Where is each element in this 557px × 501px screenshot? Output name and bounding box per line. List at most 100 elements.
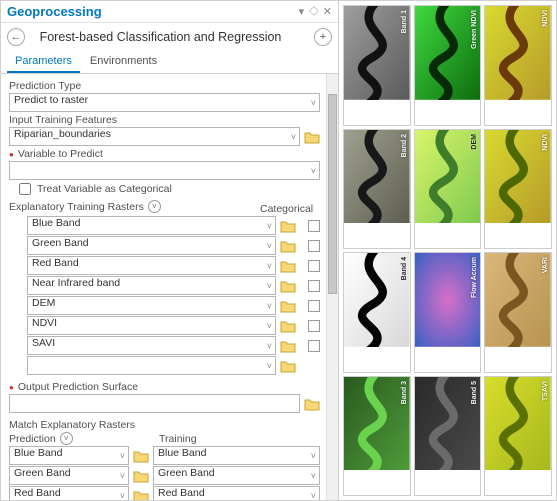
dropdown-icon[interactable]: ▾	[299, 5, 305, 18]
raster-row: Red Band˅	[27, 256, 320, 275]
match-training-select[interactable]: Green Band˅	[153, 466, 320, 485]
browse-folder-icon[interactable]	[280, 319, 296, 333]
match-row: Green Band˅ Green Band˅	[9, 466, 320, 485]
tab-environments[interactable]: Environments	[82, 51, 165, 73]
label-expl-rasters: Explanatory Training Rasters	[9, 201, 144, 213]
categorical-checkbox[interactable]	[308, 260, 320, 272]
categorical-checkbox[interactable]	[308, 280, 320, 292]
collapse-icon[interactable]: ˅	[60, 432, 73, 445]
thumbnail-label: Band 1	[401, 10, 408, 33]
raster-row: DEM˅	[27, 296, 320, 315]
browse-folder-icon[interactable]	[280, 259, 296, 273]
form-body: Prediction Type Predict to raster ˅ Inpu…	[1, 74, 326, 500]
thumbnail[interactable]: DEM	[414, 129, 482, 250]
browse-folder-icon[interactable]	[133, 469, 149, 483]
match-headers: Prediction ˅ Training	[9, 432, 320, 445]
treat-categorical-label: Treat Variable as Categorical	[37, 183, 172, 195]
raster-select[interactable]: SAVI˅	[27, 336, 276, 355]
raster-row: NDVI˅	[27, 316, 320, 335]
checkbox-treat-categorical[interactable]: Treat Variable as Categorical	[9, 180, 320, 198]
thumbnail-label: NDVI	[542, 10, 549, 27]
thumbnail-label: Band 3	[401, 381, 408, 404]
match-training-select[interactable]: Red Band˅	[153, 486, 320, 500]
raster-row-empty: ˅	[27, 356, 320, 375]
categorical-checkbox[interactable]	[308, 240, 320, 252]
thumbnail-label: NDVI	[542, 134, 549, 151]
thumbnail-label: Green NDVI	[471, 10, 478, 49]
browse-folder-icon[interactable]	[133, 449, 149, 463]
label-prediction-type: Prediction Type	[9, 78, 320, 93]
explanatory-raster-list: Blue Band˅Green Band˅Red Band˅Near Infra…	[9, 216, 320, 375]
panel-header: Geoprocessing ▾ □ ✕	[1, 1, 338, 23]
raster-select[interactable]: Green Band˅	[27, 236, 276, 255]
raster-select[interactable]: NDVI˅	[27, 316, 276, 335]
tool-title: Forest-based Classification and Regressi…	[35, 30, 314, 44]
field-variable-predict[interactable]: ˅	[9, 161, 320, 180]
categorical-checkbox[interactable]	[308, 320, 320, 332]
label-match-rasters: Match Explanatory Rasters	[9, 417, 320, 432]
thumbnail[interactable]: Green NDVI	[414, 5, 482, 126]
treat-categorical-checkbox[interactable]	[19, 183, 31, 195]
match-training-select[interactable]: Blue Band˅	[153, 446, 320, 465]
tool-header: ← Forest-based Classification and Regres…	[1, 23, 338, 51]
thumbnail-label: VARI	[542, 257, 549, 273]
browse-folder-icon[interactable]	[280, 279, 296, 293]
panel-header-icons: ▾ □ ✕	[299, 5, 332, 18]
match-prediction-select[interactable]: Blue Band˅	[9, 446, 129, 465]
raster-row: Green Band˅	[27, 236, 320, 255]
tabs: Parameters Environments	[1, 51, 338, 74]
label-input-training: Input Training Features	[9, 112, 320, 127]
raster-select[interactable]: DEM˅	[27, 296, 276, 315]
scrollbar-thumb[interactable]	[328, 94, 337, 294]
close-icon[interactable]: ✕	[323, 5, 332, 18]
thumbnail[interactable]: Flow Accum	[414, 252, 482, 373]
browse-folder-icon[interactable]	[304, 130, 320, 144]
pin-icon[interactable]: □	[307, 5, 321, 19]
raster-select[interactable]: Red Band˅	[27, 256, 276, 275]
field-output-surface[interactable]	[9, 394, 320, 413]
thumbnail[interactable]: Band 2	[343, 129, 411, 250]
tab-parameters[interactable]: Parameters	[7, 51, 80, 73]
raster-select[interactable]: Blue Band˅	[27, 216, 276, 235]
browse-folder-icon[interactable]	[304, 397, 320, 411]
match-raster-list: Blue Band˅Blue Band˅Green Band˅Green Ban…	[9, 446, 320, 500]
categorical-checkbox[interactable]	[308, 340, 320, 352]
thumbnail[interactable]: TSAVI	[484, 376, 552, 497]
add-button[interactable]: +	[314, 28, 332, 46]
thumbnail[interactable]: Band 4	[343, 252, 411, 373]
panel-title: Geoprocessing	[7, 4, 299, 19]
thumbnail-label: Band 5	[471, 381, 478, 404]
browse-folder-icon[interactable]	[280, 299, 296, 313]
thumbnail[interactable]: Band 5	[414, 376, 482, 497]
collapse-icon[interactable]: ˅	[148, 200, 161, 213]
thumbnail[interactable]: NDVI	[484, 5, 552, 126]
back-button[interactable]: ←	[7, 28, 25, 46]
categorical-checkbox[interactable]	[308, 220, 320, 232]
thumbnail[interactable]: Band 3	[343, 376, 411, 497]
field-input-training[interactable]: Riparian_boundaries ˅	[9, 127, 320, 146]
browse-folder-icon[interactable]	[280, 339, 296, 353]
categorical-checkbox[interactable]	[308, 300, 320, 312]
scrollbar[interactable]	[326, 74, 338, 500]
browse-folder-icon[interactable]	[280, 219, 296, 233]
match-prediction-select[interactable]: Green Band˅	[9, 466, 129, 485]
browse-folder-icon[interactable]	[280, 359, 296, 373]
match-prediction-select[interactable]: Red Band˅	[9, 486, 129, 500]
thumbnail[interactable]: Band 1	[343, 5, 411, 126]
thumbnail[interactable]: NDVI	[484, 129, 552, 250]
raster-thumbnails: Band 1 Green NDVI NDVI Band 2 DEM NDVI Band 4 F…	[339, 1, 556, 500]
field-prediction-type[interactable]: Predict to raster ˅	[9, 93, 320, 112]
thumbnail-label: DEM	[471, 134, 478, 150]
thumbnail-label: Band 2	[401, 134, 408, 157]
raster-select[interactable]: Near Infrared band˅	[27, 276, 276, 295]
label-variable-predict: ●Variable to Predict	[9, 146, 320, 161]
raster-row: Blue Band˅	[27, 216, 320, 235]
raster-row: Near Infrared band˅	[27, 276, 320, 295]
browse-folder-icon[interactable]	[133, 489, 149, 501]
raster-select[interactable]: ˅	[27, 356, 276, 375]
browse-folder-icon[interactable]	[280, 239, 296, 253]
thumbnail-label: Flow Accum	[471, 257, 478, 298]
thumbnail-label: TSAVI	[542, 381, 549, 401]
match-row: Blue Band˅ Blue Band˅	[9, 446, 320, 465]
thumbnail[interactable]: VARI	[484, 252, 552, 373]
